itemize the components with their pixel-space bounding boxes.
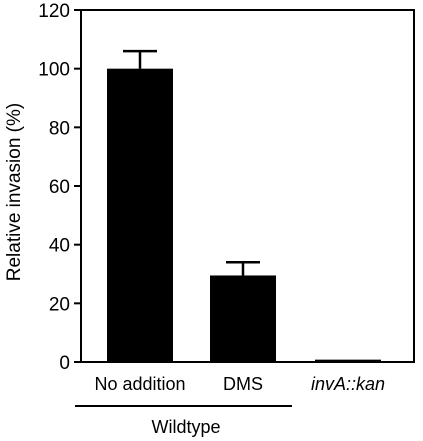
group-label: Wildtype (151, 417, 220, 437)
x-category-label: invA::kan (311, 374, 385, 394)
error-bars (123, 49, 260, 276)
y-tick-label: 120 (38, 1, 70, 22)
y-tick-label: 40 (49, 236, 70, 257)
group-annotation: Wildtype (75, 405, 292, 437)
x-axis-labels: No addition DMS invA::kan (94, 374, 385, 394)
y-axis-ticks: 0 20 40 60 80 100 120 (38, 1, 81, 374)
y-axis-label: Relative invasion (%) (4, 103, 25, 281)
bar (210, 275, 276, 362)
y-tick-label: 60 (49, 177, 70, 198)
y-tick-label: 100 (38, 60, 70, 81)
y-tick-label: 0 (59, 353, 70, 374)
y-tick-label: 20 (49, 294, 70, 315)
x-category-label: No addition (94, 374, 185, 394)
bar (107, 68, 173, 363)
bars (107, 68, 381, 363)
y-tick-label: 80 (49, 118, 70, 139)
x-category-label: DMS (223, 374, 263, 394)
bar (315, 359, 381, 362)
